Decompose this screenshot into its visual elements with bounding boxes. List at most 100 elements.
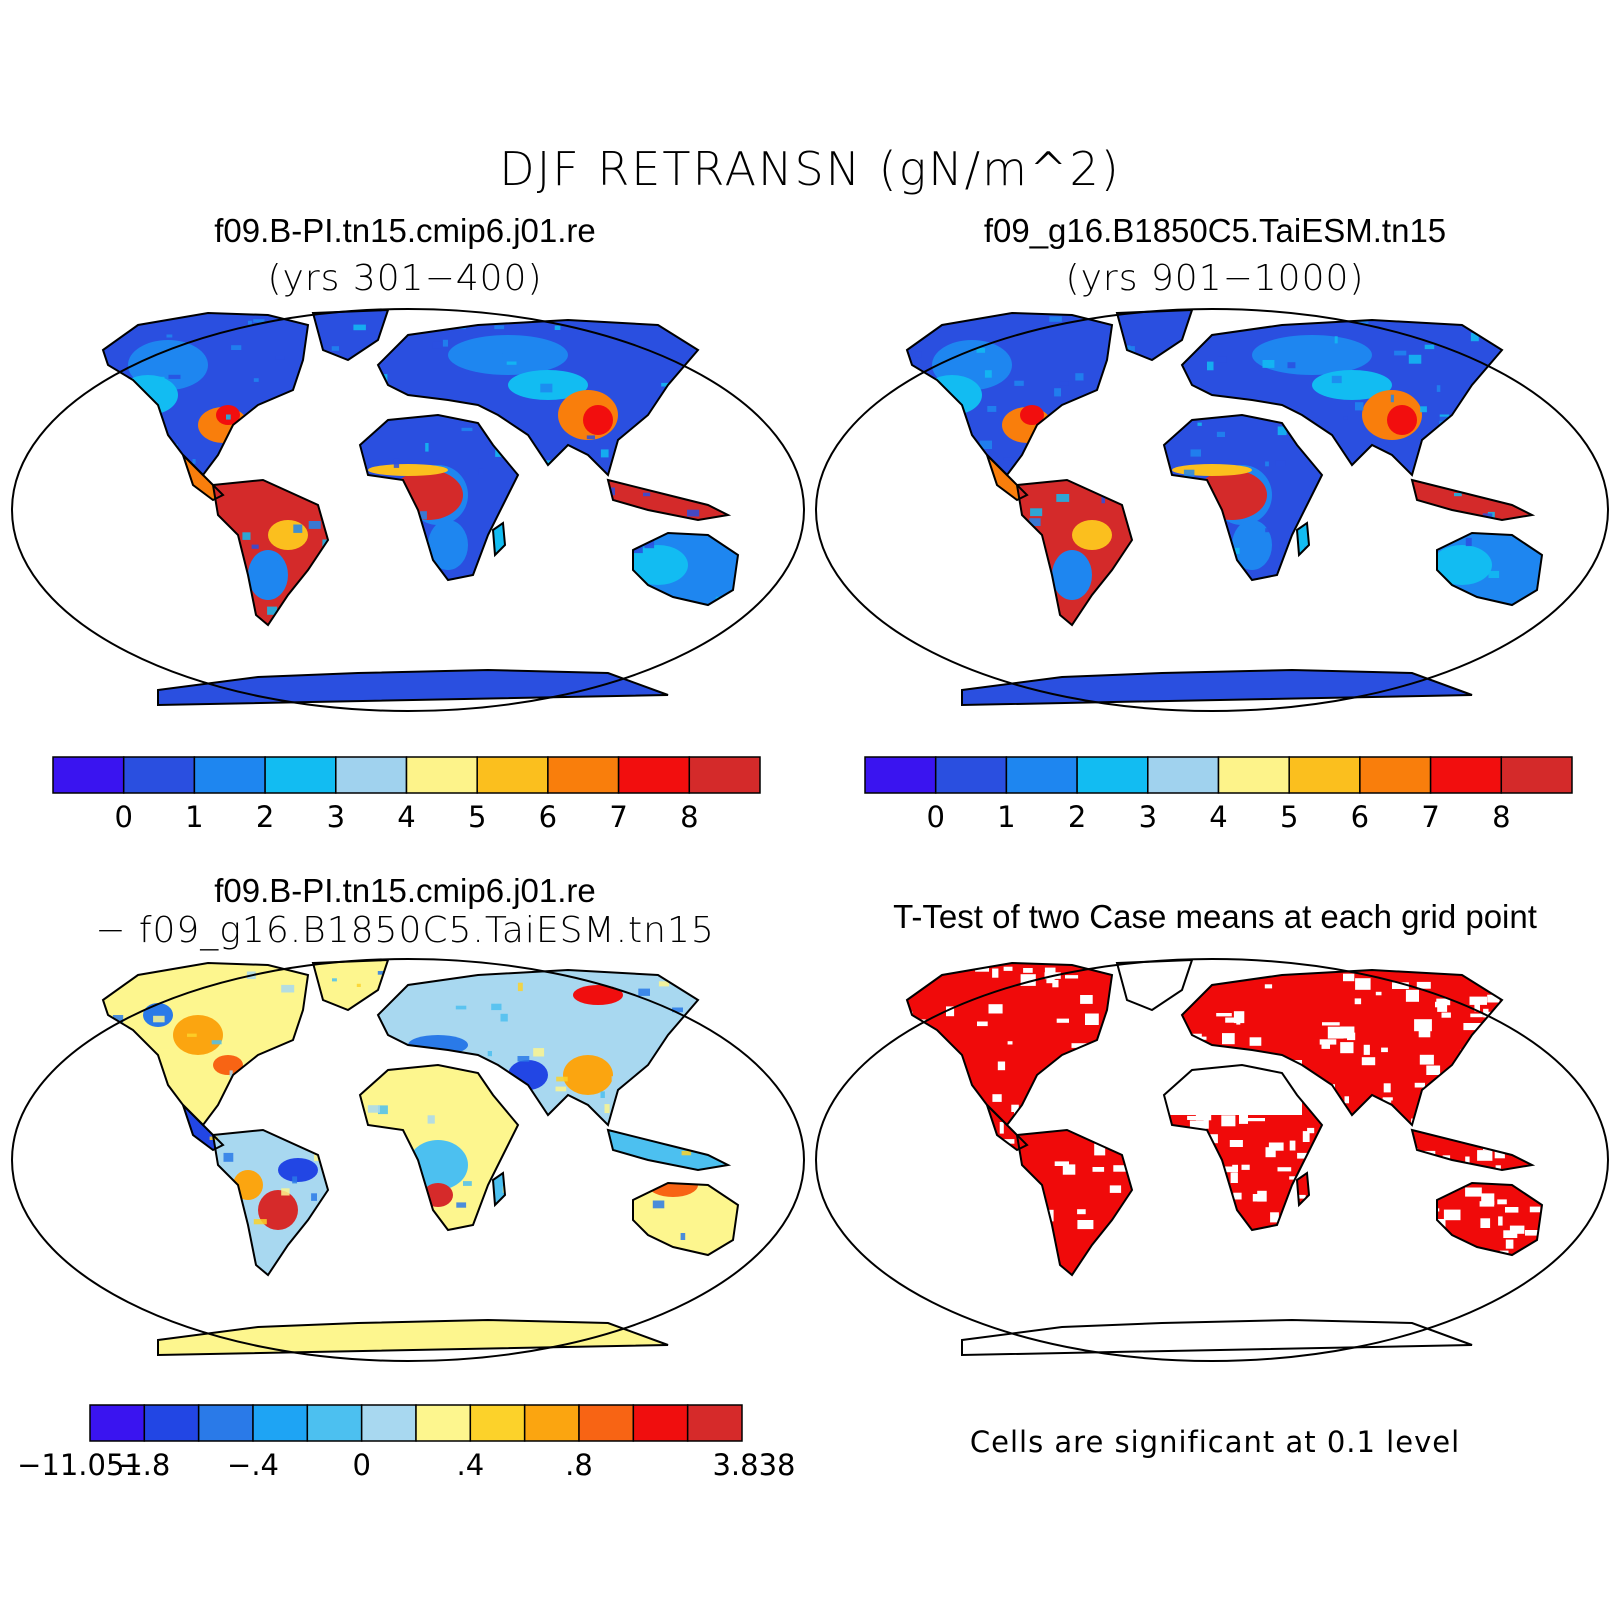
field-noise xyxy=(1093,470,1106,474)
insignificant-cell xyxy=(1505,1239,1514,1249)
field-noise xyxy=(77,1165,82,1171)
field-noise xyxy=(232,467,244,477)
insignificant-cell xyxy=(1557,1054,1565,1060)
insignificant-cell xyxy=(1465,1187,1482,1197)
insignificant-cell xyxy=(1054,1108,1070,1116)
field-noise xyxy=(51,1035,64,1042)
field-noise xyxy=(153,1015,165,1023)
field-patch xyxy=(1072,520,1112,550)
field-noise xyxy=(115,1119,121,1127)
colorbar-swatch xyxy=(360,1404,417,1442)
field-noise xyxy=(1059,381,1069,386)
field-noise xyxy=(846,405,858,413)
field-noise xyxy=(969,518,975,526)
insignificant-cell xyxy=(1229,1140,1243,1147)
field-noise xyxy=(1305,591,1319,597)
insignificant-cell xyxy=(1436,1119,1449,1130)
field-noise xyxy=(592,1202,600,1211)
field-noise xyxy=(625,1292,638,1301)
ttest-map-frame xyxy=(815,958,1609,1362)
insignificant-cell xyxy=(1016,1176,1025,1184)
land-fill xyxy=(313,310,388,360)
coastline xyxy=(491,521,507,558)
insignificant-cell xyxy=(861,1199,871,1205)
field-noise xyxy=(159,1127,172,1133)
insignificant-cell xyxy=(1171,1184,1176,1192)
insignificant-cell xyxy=(1113,1165,1130,1172)
insignificant-cell xyxy=(1355,978,1371,990)
field-noise xyxy=(211,1040,222,1045)
field-noise xyxy=(1321,586,1326,591)
insignificant-cell xyxy=(917,1172,932,1177)
insignificant-cell xyxy=(1472,1064,1485,1073)
insignificant-cell xyxy=(1494,976,1505,982)
field-noise xyxy=(1119,392,1125,399)
field-noise xyxy=(311,1193,317,1201)
field-noise xyxy=(718,992,725,1000)
field-noise xyxy=(1532,453,1536,459)
insignificant-cell xyxy=(1206,1168,1211,1175)
field-noise xyxy=(683,985,693,991)
field-noise xyxy=(332,1109,337,1116)
field-noise xyxy=(48,507,59,513)
field-noise xyxy=(546,1203,556,1207)
field-noise xyxy=(585,528,589,536)
insignificant-cell xyxy=(928,1196,942,1202)
coastline xyxy=(1295,1171,1311,1208)
colorbar-swatch xyxy=(264,756,337,794)
insignificant-cell xyxy=(1359,1224,1372,1232)
insignificant-cell xyxy=(1093,1058,1111,1070)
insignificant-cell xyxy=(1480,1218,1491,1228)
field-noise xyxy=(192,459,196,464)
field-noise xyxy=(103,1012,106,1017)
insignificant-cell xyxy=(1277,1167,1292,1172)
insignificant-cell xyxy=(1118,1231,1131,1244)
field-noise xyxy=(1075,373,1084,381)
field-noise xyxy=(581,641,589,646)
insignificant-cell xyxy=(1154,1217,1162,1224)
field-noise xyxy=(1318,561,1331,569)
coastline xyxy=(182,454,225,502)
field-noise xyxy=(748,1064,753,1070)
insignificant-cell xyxy=(1344,1096,1349,1104)
field-noise xyxy=(555,1086,567,1092)
field-noise xyxy=(168,1211,175,1221)
field-noise xyxy=(463,1181,472,1186)
field-noise xyxy=(1572,466,1578,472)
field-noise xyxy=(123,435,132,443)
field-noise xyxy=(850,567,858,573)
insignificant-cell xyxy=(1022,1227,1040,1232)
field-noise xyxy=(448,1246,461,1255)
field-noise xyxy=(199,1204,212,1213)
field-noise xyxy=(70,1185,75,1191)
land-fill xyxy=(158,1320,668,1355)
case2-colorbar: 0 1 2 3 4 5 6 7 8 xyxy=(864,756,1573,834)
colorbar-tick-label: 0 xyxy=(352,1448,370,1482)
insignificant-region xyxy=(962,1320,1472,1355)
field-noise xyxy=(586,435,595,440)
field-noise xyxy=(408,533,418,542)
insignificant-cell xyxy=(1147,1169,1155,1178)
insignificant-cell xyxy=(980,1204,995,1212)
insignificant-cell xyxy=(1256,1293,1272,1298)
field-noise xyxy=(622,567,633,574)
coastline xyxy=(211,478,330,627)
field-noise xyxy=(227,464,238,471)
field-noise xyxy=(1205,648,1214,654)
field-patch xyxy=(563,1055,613,1095)
insignificant-cell xyxy=(1000,1247,1008,1258)
field-noise xyxy=(367,1105,380,1113)
coastline xyxy=(986,454,1029,502)
field-noise xyxy=(413,603,426,609)
insignificant-cell xyxy=(1570,1045,1579,1052)
insignificant-cell xyxy=(1211,1270,1229,1276)
field-noise xyxy=(928,515,942,522)
field-noise xyxy=(1403,568,1412,577)
field-noise xyxy=(1504,554,1517,559)
field-noise xyxy=(724,1187,738,1196)
field-noise xyxy=(869,312,880,318)
insignificant-cell xyxy=(1257,1190,1267,1202)
field-noise xyxy=(669,1173,673,1179)
insignificant-cell xyxy=(1183,1032,1191,1038)
insignificant-cell xyxy=(1443,1209,1461,1221)
